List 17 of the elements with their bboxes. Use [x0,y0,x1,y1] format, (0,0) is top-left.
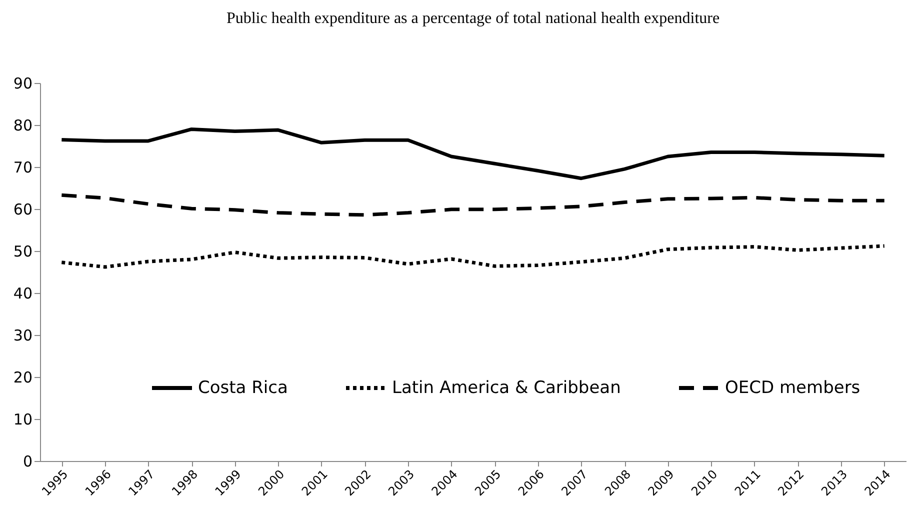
y-tick-label: 40 [13,284,32,302]
line-series [60,193,886,217]
y-tick-label: 10 [13,410,32,428]
chart-title: Public health expenditure as a percentage of total national health expenditure [226,10,720,27]
legend-label: OECD members [725,378,860,398]
y-tick-label: 20 [13,368,32,386]
line-series [60,244,886,269]
y-tick-label: 50 [13,242,32,260]
y-tick-label: 0 [22,452,32,470]
y-tick-label: 80 [13,116,32,134]
legend-label: Costa Rica [198,378,288,398]
line-series [60,127,886,180]
y-tick-label: 70 [13,158,32,176]
y-tick-label: 60 [13,200,32,218]
legend-label: Latin America & Caribbean [392,378,621,398]
y-tick-label: 30 [13,326,32,344]
y-tick-label: 90 [13,74,32,92]
